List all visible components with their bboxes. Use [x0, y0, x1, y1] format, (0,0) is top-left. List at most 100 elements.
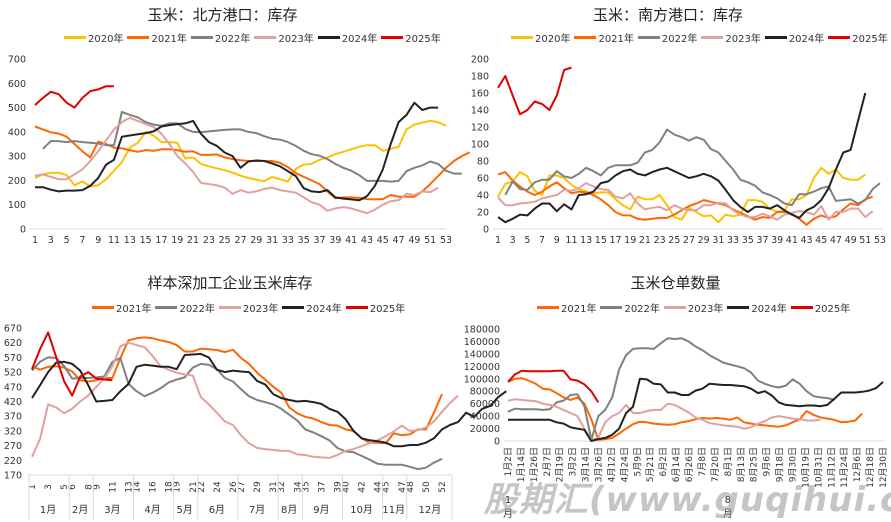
legend-item: 2023年	[663, 300, 723, 315]
x-tick-label: 37	[317, 481, 327, 492]
month-label: 1	[505, 495, 511, 506]
legend-item: 2020年	[511, 30, 570, 45]
x-tick-label: 25	[668, 235, 680, 246]
y-tick-label: 80000	[470, 387, 500, 398]
x-tick-label: 7	[79, 235, 85, 246]
series-line-2024	[31, 352, 507, 448]
x-tick-label: 5月9日	[632, 447, 643, 476]
x-tick-label: 15	[595, 235, 607, 246]
legend-item: 2022年	[637, 30, 698, 45]
x-tick-label: 43	[361, 235, 373, 246]
legend-label: 2022年	[661, 34, 698, 45]
x-tick-label: 15	[140, 235, 152, 246]
y-tick-label: 200	[471, 55, 489, 66]
chart-deep-processing: 样本深加工企业玉米库存 2021年 2022年 2023年 2024年 2025年 17…	[0, 260, 507, 522]
y-tick-label: 400	[8, 127, 26, 138]
y-tick-label: 140	[471, 106, 489, 117]
x-tick-label: 5	[524, 235, 530, 246]
series-line-2023	[497, 182, 874, 221]
x-tick-label: 13	[580, 235, 592, 246]
x-tick-label: 53	[874, 235, 886, 246]
x-tick-label: 3	[510, 235, 516, 246]
chart-warehouse-receipts: 玉米仓单数量 2021年 2022年 2023年 2024年 2025年 0 20000 4…	[460, 260, 891, 522]
x-tick-label: 47	[398, 481, 408, 492]
legend-label: 2025年	[852, 34, 888, 45]
x-tick-label: 23	[654, 235, 666, 246]
legend-label: 2021年	[116, 304, 152, 315]
legend-item: 2021年	[574, 30, 634, 45]
series-line-2021	[34, 125, 471, 201]
chart-legend: 2020年 2021年 2022年 2023年 2024年 2025年	[511, 30, 891, 45]
x-tick-label: 25	[219, 235, 231, 246]
legend-item: 2024年	[727, 300, 787, 315]
y-tick-label: 100	[471, 140, 489, 151]
x-tick-label: 45	[382, 481, 392, 492]
legend-swatch	[381, 36, 404, 39]
legend-label: 2021年	[151, 34, 187, 45]
x-tick-label: 26	[229, 481, 239, 493]
y-tick-label: 420	[4, 397, 22, 408]
x-tick-label: 35	[298, 235, 310, 246]
chart-title: 样本深加工企业玉米库存	[147, 274, 313, 292]
x-tick-label: 10月19日	[800, 447, 811, 488]
x-tick-label: 9月6日	[762, 447, 773, 476]
x-tick-label: 9月30日	[787, 447, 798, 482]
month-label: 2月	[72, 504, 88, 516]
y-tick-label: 180	[471, 72, 489, 83]
series-line-2022	[42, 110, 462, 183]
x-tick-label: 4月12日	[606, 447, 617, 482]
x-tick-label: 35	[742, 235, 754, 246]
x-tick-label: 11月12日	[826, 447, 837, 488]
x-tick-label: 19	[171, 235, 183, 246]
legend-label: 2023年	[242, 304, 279, 315]
y-tick-label: 270	[4, 441, 22, 452]
y-tick-label: 40	[477, 191, 489, 202]
x-tick-label: 41	[345, 235, 357, 246]
month-label: 1月	[40, 504, 56, 516]
x-tick-label: 8	[84, 484, 94, 490]
legend-item: 2022年	[155, 300, 215, 315]
legend-item: 2024年	[317, 30, 377, 45]
x-tick-label: 14	[133, 481, 143, 493]
x-tick-label: 24	[213, 481, 223, 493]
legend-label: 2024年	[788, 34, 825, 45]
x-tick-label: 18	[165, 481, 175, 493]
x-tick-label: 31	[269, 481, 279, 492]
x-tick-label: 27	[683, 235, 695, 246]
x-tick-label: 6	[68, 484, 78, 490]
legend-label: 2023年	[725, 34, 761, 45]
x-tick-label: 34	[293, 481, 303, 493]
chart-south-port: 玉米：南方港口：库存 2020年 2021年 2022年 2023年 2024年 2025…	[445, 0, 891, 260]
x-tick-label: 43	[800, 235, 812, 246]
x-tick-label: 9	[95, 235, 101, 246]
y-tick-label: 20000	[470, 424, 500, 435]
x-tick-label: 21	[189, 481, 199, 492]
y-tick-label: 170	[4, 471, 22, 482]
x-tick-label: 9	[554, 235, 560, 246]
x-tick-label: 35	[301, 481, 311, 492]
y-tick-label: 0	[483, 225, 489, 236]
x-tick-label: 37	[756, 235, 768, 246]
legend-item: 2020年	[64, 30, 123, 45]
x-tick-label: 7月20日	[710, 447, 721, 482]
x-tick-label: 17	[155, 235, 167, 246]
x-tick-label: 16	[149, 481, 159, 493]
x-tick-label: 3月14日	[581, 447, 592, 482]
legend-swatch	[254, 36, 277, 39]
y-tick-label: 570	[4, 353, 22, 364]
x-tick-label: 51	[859, 235, 871, 246]
legend-item: 2024年	[764, 30, 825, 45]
legend-swatch	[317, 36, 340, 39]
y-tick-label: 220	[4, 456, 22, 467]
chart-legend: 2021年 2022年 2023年 2024年 2025年	[92, 300, 409, 315]
legend-swatch	[511, 36, 533, 39]
x-tick-label: 49	[845, 235, 857, 246]
y-tick-label: 140000	[464, 349, 500, 360]
x-tick-label: 50	[422, 481, 432, 493]
x-tick-label: 3	[48, 235, 54, 246]
legend-item: 2025年	[345, 300, 405, 315]
series-line-2021	[497, 171, 874, 226]
